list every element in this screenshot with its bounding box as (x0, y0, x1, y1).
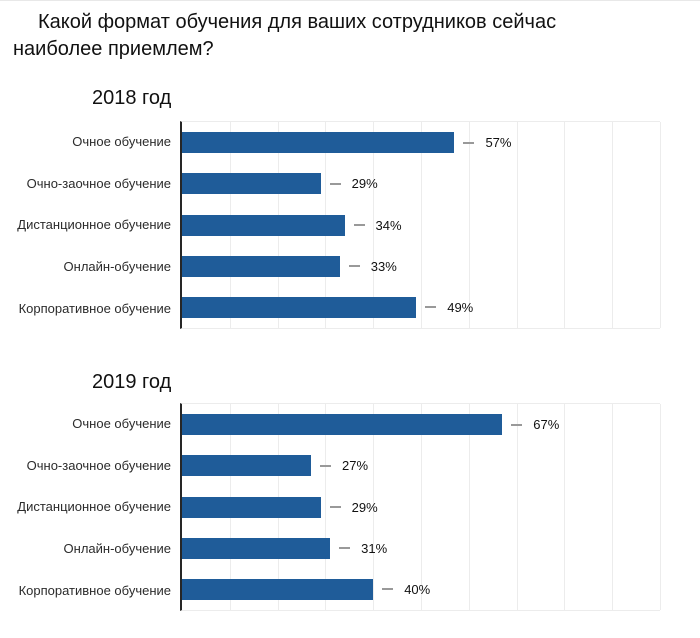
bar-row: 49% (182, 287, 660, 328)
value-dash (329, 506, 341, 508)
value-dash (353, 224, 365, 226)
value-label: 57% (485, 135, 512, 151)
bar-row: 29% (182, 486, 660, 527)
gridline (564, 404, 566, 610)
category-label: Дистанционное обучение (17, 217, 171, 233)
bar (182, 255, 340, 277)
value-label: 33% (370, 258, 397, 274)
category-label: Дистанционное обучение (17, 499, 171, 515)
value-label: 29% (351, 499, 378, 515)
value-dash (320, 464, 332, 467)
category-label: Очно-заочное обучение (26, 175, 171, 191)
bar (182, 296, 417, 318)
value-dash (511, 423, 523, 426)
value-dash (463, 141, 475, 144)
category-label: Очное обучение (72, 416, 171, 432)
category-label: Корпоративное обучение (18, 582, 171, 598)
bar-row: 34% (182, 204, 660, 245)
category-label: Очное обучение (72, 134, 171, 150)
bar-row: 67% (182, 404, 660, 445)
bar (182, 173, 321, 195)
bar (182, 537, 331, 559)
bar (182, 214, 345, 236)
bar (182, 578, 374, 600)
value-dash (425, 306, 437, 309)
page-title: Какой формат обучения для ваших сотрудни… (13, 11, 557, 60)
plot-area-2019: 67% 27% 29% 31% 40% (180, 403, 661, 611)
gridline (421, 122, 422, 328)
gridline (421, 404, 422, 610)
value-label: 49% (447, 299, 474, 315)
value-label: 31% (361, 540, 388, 556)
chart-title-2018: 2018 год (92, 87, 172, 109)
gridline (468, 122, 470, 328)
bar (182, 496, 321, 518)
gridline (325, 404, 327, 610)
gridline (660, 404, 661, 610)
category-label: Онлайн-обучение (63, 541, 171, 557)
bar (182, 132, 455, 154)
gridline (373, 122, 375, 328)
bar-row: 27% (182, 445, 660, 486)
gridline (468, 404, 470, 610)
bar-row: 29% (182, 163, 660, 204)
value-dash (329, 182, 341, 185)
gridline (612, 404, 614, 610)
category-axis-2019: Очное обучение Очно-заочное обучение Диста… (0, 403, 180, 611)
chart-2019: Очное обучение Очно-заочное обучение Диста… (0, 403, 700, 611)
gridline (564, 122, 566, 328)
value-dash (348, 265, 360, 268)
bar (182, 455, 312, 477)
value-label: 27% (342, 458, 369, 474)
category-label: Корпоративное обучение (18, 300, 171, 316)
value-dash (339, 547, 351, 550)
bar-rows-2019: 67% 27% 29% 31% 40% (182, 404, 660, 610)
gridline (660, 122, 661, 328)
gridline (516, 122, 518, 328)
value-dash (382, 588, 394, 591)
category-axis-2018: Очное обучение Очно-заочное обучение Диста… (0, 121, 180, 329)
gridline (612, 122, 614, 328)
value-label: 29% (351, 176, 378, 192)
gridline (373, 404, 375, 610)
bar-row: 40% (182, 569, 660, 610)
category-label: Очно-заочное обучение (26, 457, 171, 473)
chart-title-2019: 2019 год (92, 371, 172, 393)
value-label: 67% (533, 417, 560, 433)
bar-row: 57% (182, 122, 660, 163)
value-label: 34% (375, 217, 402, 233)
category-label: Онлайн-обучение (63, 259, 171, 275)
bar-rows-2018: 57% 29% 34% 33% 49% (182, 122, 660, 328)
value-label: 40% (404, 581, 431, 597)
bar (182, 414, 503, 436)
gridline (516, 404, 518, 610)
plot-area-2018: 57% 29% 34% 33% 49% (180, 121, 661, 329)
bar-row: 33% (182, 246, 660, 287)
chart-2018: Очное обучение Очно-заочное обучение Диста… (0, 121, 700, 329)
bar-row: 31% (182, 528, 660, 569)
